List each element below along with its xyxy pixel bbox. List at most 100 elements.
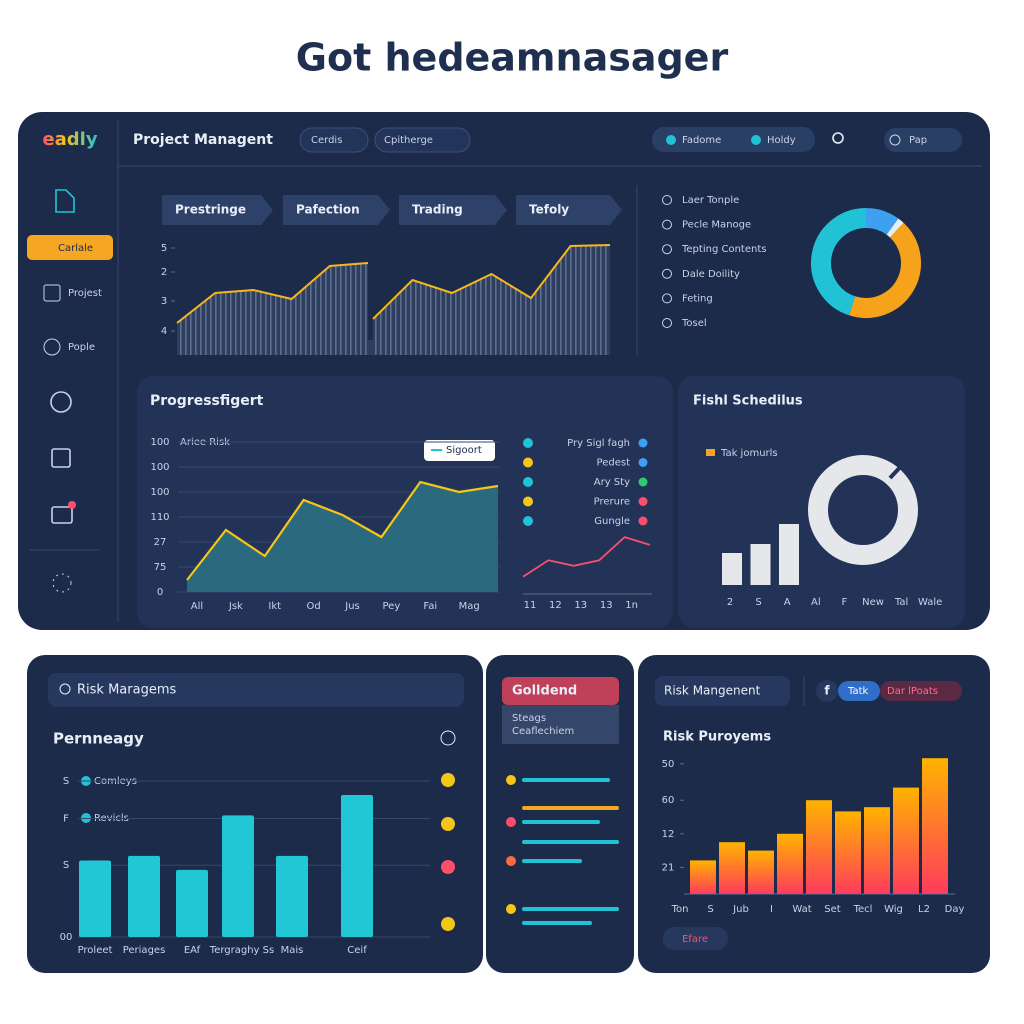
panel-title: Pernneagy — [53, 730, 144, 748]
search-icon[interactable] — [832, 132, 844, 144]
pill[interactable] — [880, 681, 962, 701]
area-fill — [177, 263, 368, 355]
golden-header — [502, 677, 619, 705]
area-line — [176, 262, 369, 324]
nav-active[interactable] — [27, 235, 113, 260]
status-dot — [441, 817, 455, 831]
legend-icon — [662, 219, 672, 230]
y-tick-label: 100 — [150, 487, 169, 498]
legend-label: Feting — [682, 293, 713, 304]
x-tick-label: S — [755, 597, 761, 608]
y-tick-label: 2 — [161, 267, 167, 278]
tab[interactable] — [283, 195, 390, 225]
x-tick-label: Jsk — [228, 601, 243, 612]
legend-dot — [523, 477, 533, 487]
legend-icon — [662, 268, 672, 279]
nav-label: Carlale — [58, 243, 93, 254]
tab-label: Tefoly — [529, 203, 569, 217]
bar — [276, 855, 308, 937]
user-pill[interactable] — [884, 128, 962, 152]
dropdown-label: Cerdis — [311, 135, 342, 146]
legend-dot — [523, 496, 533, 507]
x-tick-label: Wale — [918, 597, 942, 608]
donut-segment — [865, 208, 899, 235]
nav-icon[interactable] — [51, 448, 71, 468]
search-bar[interactable] — [48, 673, 464, 707]
task-list — [506, 775, 619, 925]
search-label: Risk Maragems — [77, 683, 176, 698]
pill[interactable] — [655, 676, 790, 706]
y-tick-label: S — [63, 776, 69, 787]
logo: eadly — [42, 129, 97, 150]
bar — [750, 544, 771, 585]
legend-label: Tepting Contents — [681, 244, 766, 255]
x-tick-label: Wat — [792, 904, 811, 915]
tab[interactable] — [516, 195, 622, 225]
x-tick-label: I — [770, 904, 773, 915]
tooltip — [424, 440, 495, 461]
nav-icon[interactable] — [52, 573, 72, 593]
x-tick-label: Wig — [884, 904, 903, 915]
nav-icon[interactable] — [43, 284, 61, 302]
x-tick-label: Periages — [123, 945, 166, 956]
button[interactable] — [663, 927, 728, 950]
donut-segment — [811, 208, 867, 316]
nav-icon[interactable] — [43, 338, 61, 356]
pill[interactable] — [838, 681, 880, 701]
x-tick-label: Od — [307, 601, 321, 612]
pill-label: Tatk — [847, 686, 869, 697]
legend-dot — [523, 516, 533, 526]
y-tick-label: F — [63, 813, 69, 824]
status-dot — [441, 860, 455, 874]
bar — [719, 842, 745, 894]
y-tick-label: 110 — [150, 512, 169, 523]
bar — [690, 860, 716, 894]
legend-label: Laer Tonple — [682, 195, 739, 206]
user-icon — [889, 134, 901, 146]
x-tick-label: Pey — [383, 601, 401, 612]
icon-label: f — [824, 684, 830, 698]
area-line — [372, 244, 611, 320]
nav-icon[interactable] — [50, 391, 72, 413]
pill-icon — [751, 135, 761, 145]
area-fill — [187, 482, 498, 592]
panel-icon[interactable] — [440, 730, 456, 746]
legend-label: Dale Doility — [682, 269, 740, 280]
bar — [893, 787, 919, 894]
donut-segment — [886, 218, 904, 238]
x-tick-label: Fai — [423, 601, 437, 612]
badge — [68, 501, 76, 509]
y-tick-label: 27 — [154, 537, 167, 548]
bar — [128, 855, 160, 937]
legend-dot — [638, 438, 648, 448]
bar — [779, 524, 799, 585]
x-tick-label: A — [784, 597, 791, 608]
x-tick-label: New — [862, 597, 884, 608]
legend-swatch — [706, 449, 715, 456]
panel-title: Fishl Schedilus — [693, 394, 803, 409]
x-tick-label: 1n — [625, 600, 638, 611]
x-tick-label: 13 — [600, 600, 613, 611]
golden-text: Steags — [512, 713, 546, 724]
nav-icon[interactable] — [55, 189, 75, 213]
tab[interactable] — [162, 195, 273, 225]
x-tick-label: Proleet — [78, 945, 113, 956]
pill-label: Risk Mangenent — [664, 684, 761, 698]
tab-label: Pafection — [296, 203, 360, 217]
toggle-group[interactable] — [652, 127, 815, 152]
tab[interactable] — [399, 195, 507, 225]
icon-button[interactable] — [816, 680, 838, 702]
y-tick-label: 00 — [60, 932, 73, 943]
y-tick-label: 4 — [161, 326, 167, 337]
x-tick-label: 11 — [524, 600, 537, 611]
x-tick-label: Ikt — [268, 601, 281, 612]
nav-icon[interactable] — [51, 506, 73, 524]
button-label: Efare — [682, 934, 708, 945]
legend-label: Pry Sigl fagh — [567, 438, 630, 449]
y-tick-label: 3 — [161, 296, 167, 307]
y-tick-label: 0 — [157, 587, 163, 598]
dropdown[interactable] — [299, 127, 369, 153]
dropdown[interactable] — [374, 127, 471, 153]
x-tick-label: Jub — [732, 904, 749, 915]
ring — [808, 455, 918, 565]
